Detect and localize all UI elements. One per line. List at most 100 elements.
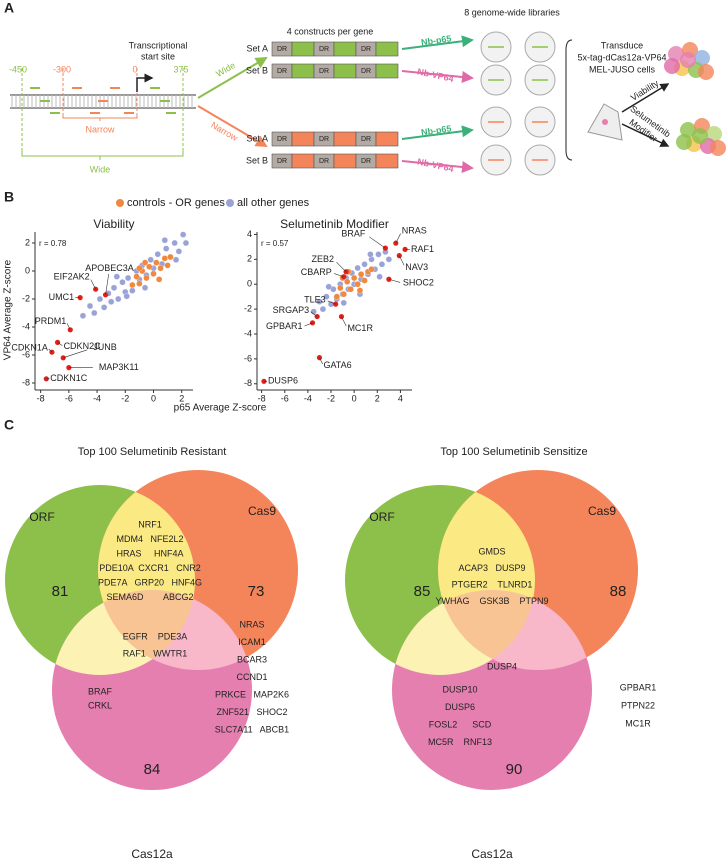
point: [161, 237, 168, 244]
set-label: Cas12a: [471, 847, 513, 861]
overlap-region: [392, 590, 535, 675]
leader-line: [105, 273, 110, 295]
set-label: ORF: [369, 510, 394, 524]
point: [337, 284, 344, 292]
leader-line: [48, 348, 53, 353]
gene-label: PRKCE MAP2K6: [215, 689, 289, 699]
constructs: Set A DR DR DR Nb-p65 Set B DR DR DR Nb-VP64 Set A…: [246, 31, 556, 176]
dr-label: DR: [277, 68, 287, 75]
leader-line: [63, 349, 88, 359]
point: [323, 293, 330, 300]
dna-ladder: [10, 87, 196, 114]
venn-title: Top 100 Selumetinib Sensitize: [440, 446, 587, 458]
bracket: [565, 39, 573, 161]
point: [333, 293, 340, 300]
set-label: Set B: [246, 155, 268, 165]
dr-label: DR: [319, 46, 329, 53]
gene-label: MC1R: [625, 718, 651, 728]
viability-arrow: [621, 83, 670, 113]
set-count: 84: [144, 761, 161, 778]
y-tick-label: -6: [244, 353, 252, 363]
nb-arrow: [401, 125, 474, 140]
point-label: CBARP: [301, 267, 332, 277]
set-label: Cas12a: [131, 847, 173, 861]
x-tick-label: -2: [121, 393, 129, 403]
leader-line: [57, 342, 63, 346]
dr-label: DR: [361, 158, 371, 165]
nb-label: Nb-VP64: [416, 66, 454, 83]
y-tick-label: -6: [22, 349, 30, 359]
cell: [602, 119, 608, 125]
point: [129, 287, 136, 294]
nb-arrow: [401, 35, 474, 50]
leader-line: [66, 323, 71, 330]
dr-label: DR: [319, 158, 329, 165]
point-label: RAF1: [411, 244, 434, 254]
guide-box: [291, 153, 315, 169]
gene-label: FOSL2 SCD: [429, 719, 492, 729]
point: [147, 256, 154, 263]
y-tick-label: -8: [22, 377, 30, 387]
leader-line: [304, 322, 313, 327]
leader-line: [334, 273, 344, 278]
point-label: ZEB2: [312, 254, 335, 264]
narrow-bracket: [62, 113, 138, 121]
gene-label: NRAS: [239, 619, 264, 629]
y-tick-label: 0: [25, 265, 30, 275]
point: [141, 284, 149, 291]
point: [96, 295, 104, 303]
point: [375, 251, 382, 258]
gene-label: RAF1 WWTR1: [123, 648, 188, 658]
point: [367, 251, 374, 258]
gene-label: ICAM1: [238, 637, 266, 647]
x-axis-label: p65 Average Z-score: [174, 403, 267, 414]
position-label: 0: [132, 64, 137, 74]
y-tick-label: -8: [244, 378, 252, 388]
point: [141, 259, 149, 266]
nb-label: Nb-VP64: [416, 156, 454, 173]
dr-label: DR: [361, 136, 371, 143]
point: [340, 291, 347, 298]
cell: [706, 126, 722, 142]
point: [115, 295, 122, 303]
guide-box: [291, 63, 315, 79]
x-tick-label: -4: [93, 393, 101, 403]
x-tick-label: 2: [179, 393, 184, 403]
point: [163, 245, 170, 252]
dr-label: DR: [277, 158, 287, 165]
point-label: TLE3: [304, 295, 326, 305]
point: [354, 281, 361, 288]
gene-label: CRKL: [88, 700, 112, 710]
y-tick-label: 0: [247, 279, 252, 289]
point: [356, 287, 364, 294]
point: [351, 274, 358, 282]
transduce-text: Transduce: [601, 40, 643, 50]
point: [100, 304, 108, 311]
x-tick-label: -2: [327, 393, 335, 403]
nb-arrow: [401, 160, 474, 173]
chart-title: Selumetinib Modifier: [280, 217, 389, 231]
cell: [680, 52, 696, 68]
point: [167, 253, 174, 261]
viability-label: Viability: [629, 78, 661, 103]
legend-swatch: [226, 199, 234, 207]
cell-clusters: [664, 42, 726, 156]
gene-label: YWHAG GSK3B PTPN9: [435, 596, 548, 606]
set-label: ORF: [29, 510, 54, 524]
y-axis-label: VP64 Average Z-score: [3, 259, 14, 360]
point-label: SRGAP3: [273, 305, 310, 315]
point-label: MC1R: [347, 323, 373, 333]
cell: [694, 50, 710, 66]
set-count: 73: [248, 583, 265, 600]
x-tick-label: 0: [352, 393, 357, 403]
x-tick-label: -6: [65, 393, 73, 403]
x-tick-label: 0: [151, 393, 156, 403]
point: [385, 256, 393, 263]
point: [119, 279, 126, 286]
venn-diagrams: Top 100 Selumetinib Resistant ORF Cas9 Cas1…: [5, 446, 656, 861]
point: [113, 273, 120, 280]
leader-line: [310, 311, 318, 317]
dr-label: DR: [361, 68, 371, 75]
gene-label: PTPN22: [621, 700, 655, 710]
annotation: r = 0.78: [39, 239, 67, 248]
